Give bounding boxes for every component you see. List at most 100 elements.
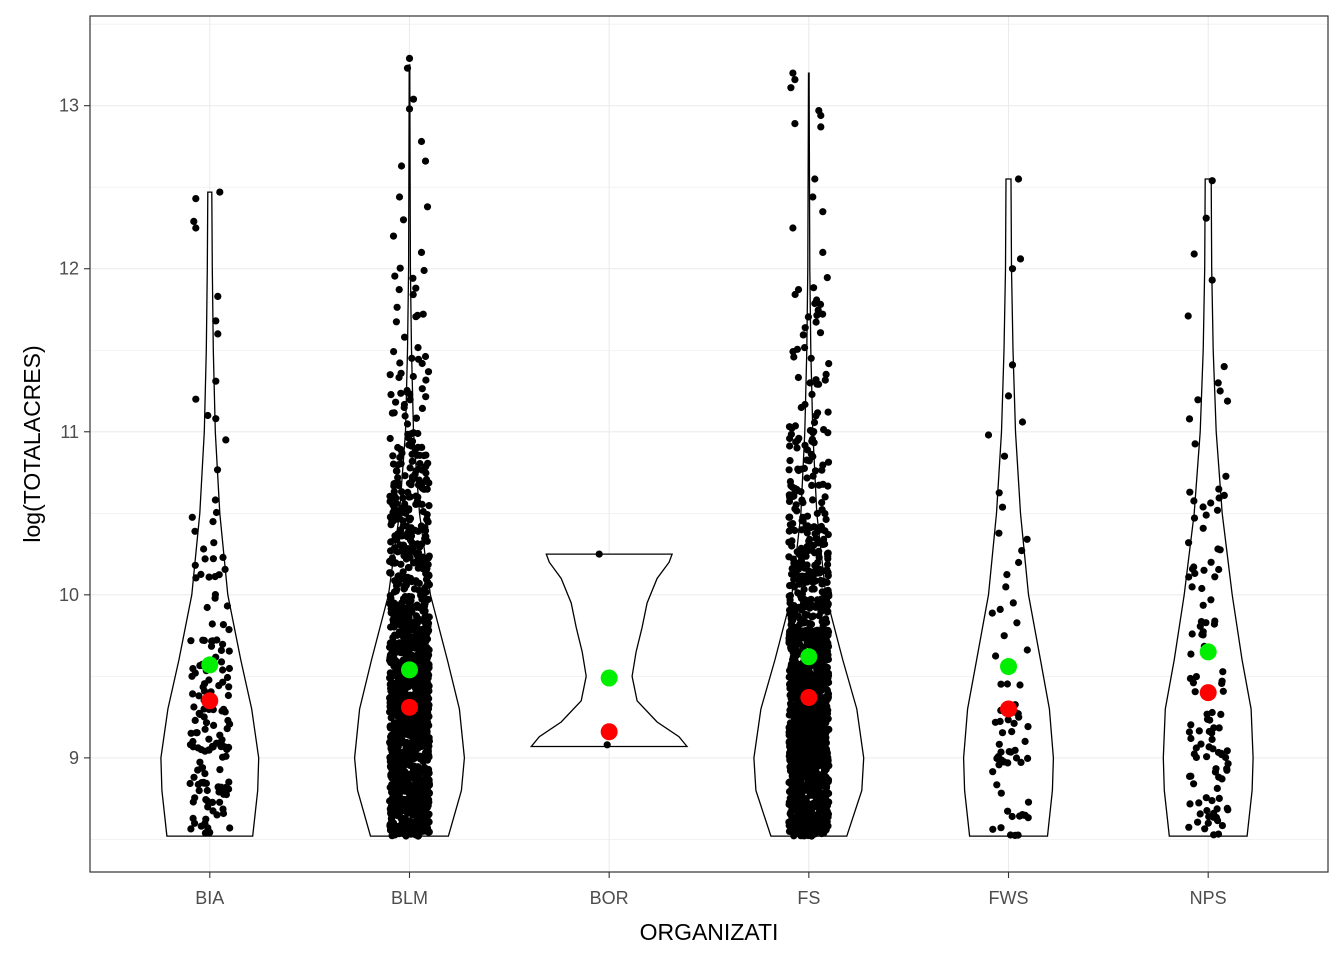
- point-blm: [393, 303, 401, 311]
- point-blm: [411, 807, 419, 816]
- point-fs: [797, 680, 805, 688]
- point-fws: [996, 605, 1004, 614]
- point-blm: [418, 404, 426, 412]
- point-fs: [823, 274, 831, 282]
- point-bia: [210, 721, 218, 730]
- point-fs: [785, 513, 793, 521]
- point-fs: [788, 623, 796, 631]
- point-fws: [1016, 255, 1025, 263]
- point-blm: [422, 612, 430, 620]
- point-blm: [408, 354, 416, 362]
- point-fs: [792, 730, 800, 738]
- point-blm: [420, 485, 428, 493]
- point-nps: [1222, 472, 1230, 480]
- jitter-points: [186, 54, 1232, 840]
- point-nps: [1185, 573, 1193, 581]
- point-fws: [1016, 681, 1024, 689]
- point-fs: [822, 370, 830, 378]
- point-bia: [203, 603, 211, 612]
- point-fs: [803, 529, 811, 537]
- point-bia: [190, 773, 198, 781]
- point-bia: [225, 743, 233, 752]
- point-blm: [396, 786, 404, 794]
- point-nps: [1223, 397, 1232, 405]
- point-blm: [392, 587, 400, 595]
- point-blm: [398, 488, 406, 496]
- point-bia: [222, 436, 230, 444]
- point-bia: [187, 729, 195, 737]
- point-blm: [389, 695, 397, 703]
- grid-lines: [90, 16, 1328, 872]
- point-blm: [419, 553, 427, 561]
- point-blm: [394, 548, 402, 556]
- point-blm: [397, 389, 405, 397]
- point-nps: [1215, 565, 1223, 574]
- point-fs: [797, 403, 805, 412]
- point-blm: [402, 715, 410, 723]
- point-bia: [223, 725, 231, 733]
- point-fs: [817, 632, 825, 640]
- point-fs: [796, 620, 804, 629]
- point-bia: [189, 737, 197, 746]
- point-nps: [1196, 810, 1204, 818]
- point-fs: [810, 284, 818, 292]
- point-nps: [1215, 724, 1223, 732]
- point-blm: [422, 637, 430, 645]
- point-bia: [186, 779, 194, 788]
- point-bia: [207, 642, 216, 650]
- point-blm: [405, 614, 413, 622]
- point-fs: [815, 746, 823, 755]
- point-fs: [819, 601, 828, 610]
- point-fs: [810, 571, 818, 579]
- point-blm: [417, 805, 425, 814]
- point-blm: [420, 559, 428, 567]
- point-nps: [1186, 488, 1194, 496]
- point-blm: [422, 772, 430, 780]
- point-bia: [190, 217, 198, 225]
- point-blm: [425, 789, 433, 798]
- point-blm: [387, 808, 396, 816]
- point-fs: [786, 442, 794, 450]
- point-fs: [809, 429, 817, 437]
- point-blm: [387, 391, 395, 399]
- point-fs: [805, 457, 813, 465]
- point-blm: [423, 658, 431, 666]
- point-fs: [786, 731, 794, 739]
- point-blm: [396, 453, 404, 462]
- point-fws: [1023, 535, 1031, 543]
- point-nps: [1187, 734, 1195, 743]
- point-fs: [791, 76, 799, 84]
- point-fs: [800, 730, 808, 738]
- point-fs: [822, 746, 831, 755]
- point-nps: [1218, 751, 1226, 759]
- point-fs: [824, 552, 832, 560]
- point-blm: [412, 830, 420, 838]
- point-fs: [815, 824, 823, 833]
- point-bia: [201, 555, 209, 563]
- point-blm: [393, 515, 401, 523]
- point-blm: [408, 538, 416, 547]
- point-nps: [1199, 503, 1207, 511]
- point-blm: [396, 445, 405, 453]
- point-fs: [821, 817, 829, 825]
- point-fs: [798, 496, 806, 504]
- point-bia: [203, 786, 211, 795]
- point-fs: [804, 313, 813, 321]
- point-nps: [1203, 710, 1211, 718]
- point-blm: [389, 452, 397, 460]
- point-blm: [393, 797, 401, 805]
- point-fs: [813, 664, 821, 672]
- point-blm: [414, 355, 423, 363]
- point-bia: [216, 798, 224, 806]
- point-bia: [191, 716, 199, 725]
- point-blm: [418, 466, 426, 474]
- point-blm: [394, 572, 402, 581]
- point-fs: [824, 778, 832, 786]
- point-fs: [808, 763, 816, 771]
- point-nps: [1195, 799, 1203, 807]
- point-fs: [811, 175, 819, 183]
- point-fs: [792, 772, 800, 780]
- point-fws: [992, 652, 1000, 660]
- mean-marker-nps: [1199, 643, 1217, 661]
- point-nps: [1218, 775, 1226, 783]
